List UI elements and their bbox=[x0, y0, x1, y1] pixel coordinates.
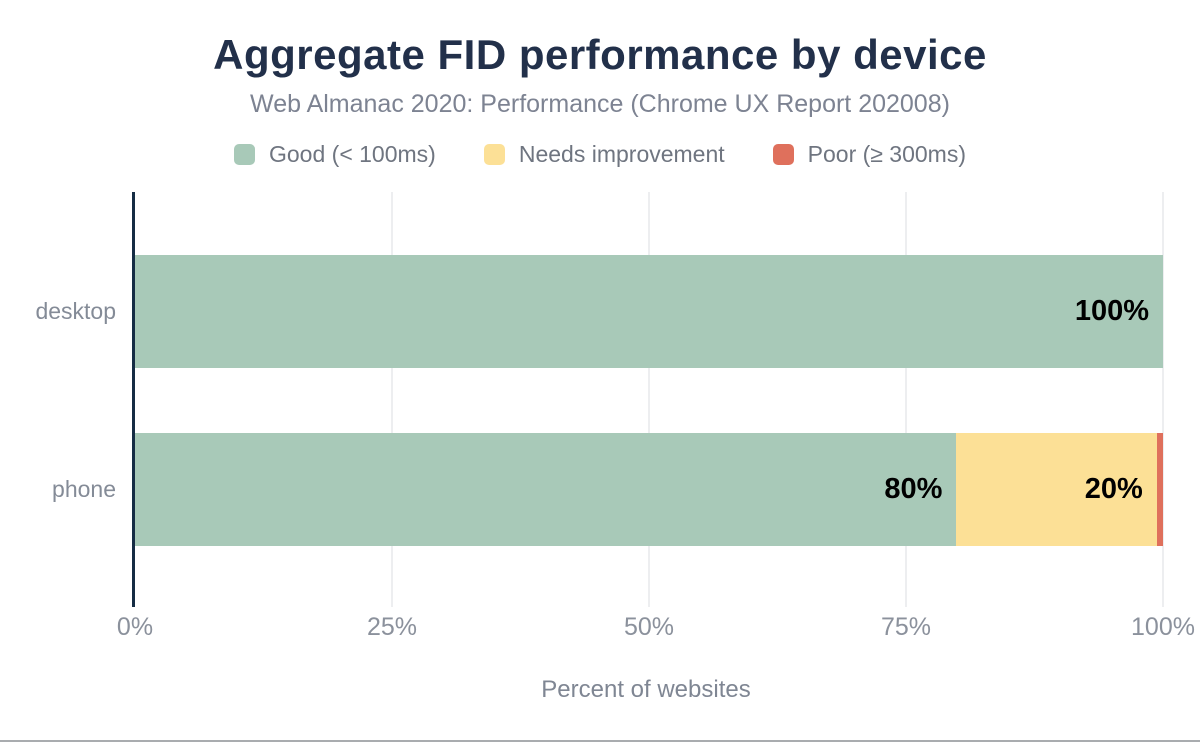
legend-item-1[interactable]: Needs improvement bbox=[483, 141, 725, 168]
legend-item-2[interactable]: Poor (≥ 300ms) bbox=[772, 141, 966, 168]
legend-swatch-icon bbox=[483, 144, 505, 165]
gridline bbox=[905, 192, 907, 607]
legend-swatch-icon bbox=[234, 144, 255, 165]
x-axis-tick: 100% bbox=[1131, 613, 1195, 641]
bar-desktop: 100% bbox=[135, 255, 1163, 368]
legend-swatch-icon bbox=[772, 144, 794, 165]
x-axis-tick: 25% bbox=[366, 613, 418, 641]
plot-area: 100% 80% 20% bbox=[132, 192, 1164, 607]
x-axis-title: Percent of websites bbox=[541, 676, 751, 703]
x-axis-tick: 50% bbox=[623, 613, 675, 641]
bar-segment[interactable]: 100% bbox=[135, 255, 1163, 368]
chart-subtitle: Web Almanac 2020: Performance (Chrome UX… bbox=[250, 90, 950, 118]
y-axis-label-phone: phone bbox=[52, 476, 116, 502]
bar-segment[interactable]: 20% bbox=[956, 433, 1157, 546]
gridline bbox=[1162, 192, 1164, 607]
bottom-divider bbox=[0, 740, 1200, 742]
x-axis-tick: 75% bbox=[880, 613, 932, 641]
y-axis-label-desktop: desktop bbox=[35, 298, 116, 324]
bar-segment[interactable] bbox=[1156, 433, 1163, 546]
gridline bbox=[648, 192, 650, 607]
legend-label: Good (< 100ms) bbox=[269, 141, 436, 167]
bar-segment[interactable]: 80% bbox=[135, 433, 957, 546]
legend-item-0[interactable]: Good (< 100ms) bbox=[234, 141, 436, 168]
bar-value-label: 20% bbox=[1084, 473, 1143, 505]
bar-value-label: 80% bbox=[884, 473, 943, 505]
bar-value-label: 100% bbox=[1074, 295, 1149, 327]
chart-title: Aggregate FID performance by device bbox=[213, 31, 987, 78]
legend-label: Poor (≥ 300ms) bbox=[807, 141, 966, 167]
legend: Good (< 100ms) Needs improvement Poor (≥ 3… bbox=[0, 141, 1200, 168]
gridline bbox=[391, 192, 393, 607]
x-axis-tick: 0% bbox=[116, 613, 154, 641]
legend-label: Needs improvement bbox=[518, 141, 725, 167]
bar-phone: 80% 20% bbox=[135, 433, 1163, 546]
